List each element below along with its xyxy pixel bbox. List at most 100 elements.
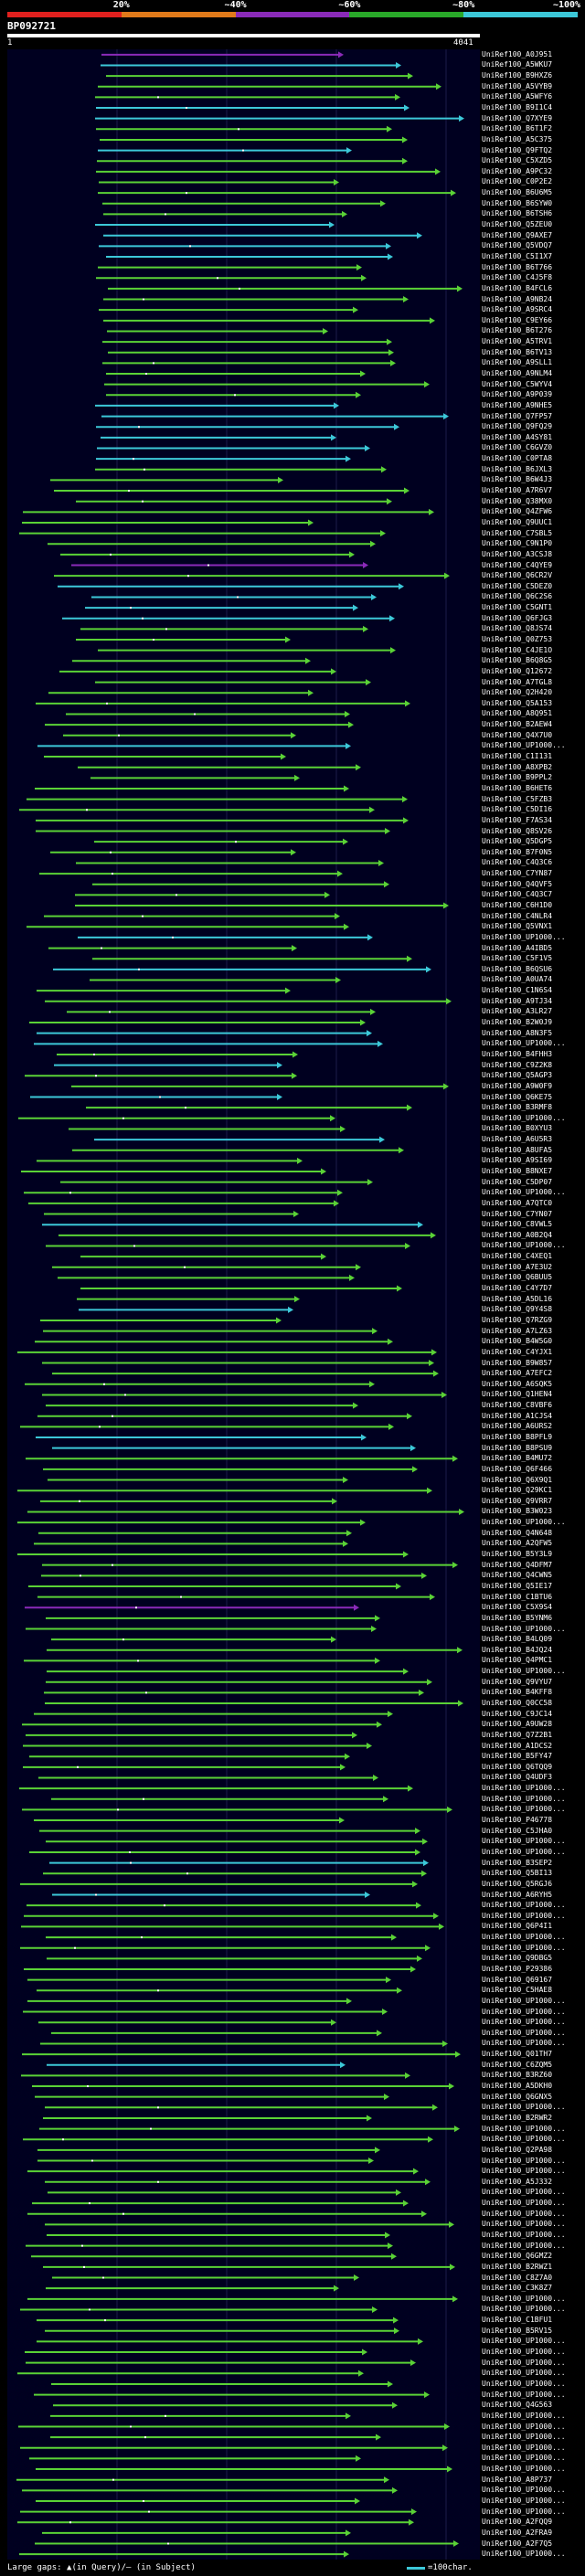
hit-label[interactable]: UniRef100_B6W4J3 [482, 475, 553, 484]
hit-label[interactable]: UniRef100_UP1000... [482, 2018, 566, 2027]
hit-label[interactable]: UniRef100_C9JC14 [482, 1709, 553, 1718]
hit-label[interactable]: UniRef100_UP1000... [482, 1794, 566, 1803]
hit-label[interactable]: UniRef100_C3K8Z7 [482, 2284, 553, 2293]
hit-label[interactable]: UniRef100_A1CJS4 [482, 1411, 553, 1420]
hit-label[interactable]: UniRef100_P46778 [482, 1816, 553, 1825]
hit-label[interactable]: UniRef100_A0B2Q4 [482, 1230, 553, 1239]
hit-label[interactable]: UniRef100_B6QSU6 [482, 964, 553, 973]
hit-label[interactable]: UniRef100_C4Q3C7 [482, 890, 553, 899]
hit-label[interactable]: UniRef100_C6H1D0 [482, 901, 553, 909]
hit-label[interactable]: UniRef100_Q5BI13 [482, 1869, 553, 1878]
hit-label[interactable]: UniRef100_C5DEZ0 [482, 581, 553, 590]
hit-label[interactable]: UniRef100_Q7RZG9 [482, 1315, 553, 1324]
hit-label[interactable]: UniRef100_UP1000... [482, 2465, 566, 2474]
hit-label[interactable]: UniRef100_A5DL16 [482, 1294, 553, 1303]
hit-label[interactable]: UniRef100_A8UFA5 [482, 1145, 553, 1154]
hit-label[interactable]: UniRef100_Q6CR2V [482, 571, 553, 580]
hit-label[interactable]: UniRef100_A9UW28 [482, 1720, 553, 1729]
hit-label[interactable]: UniRef100_Q4DFM7 [482, 1560, 553, 1569]
hit-label[interactable]: UniRef100_UP1000... [482, 2305, 566, 2314]
hit-label[interactable]: UniRef100_B3RZ60 [482, 2071, 553, 2080]
hit-label[interactable]: UniRef100_Q8JS74 [482, 624, 553, 633]
hit-label[interactable]: UniRef100_UP1000... [482, 1847, 566, 1856]
hit-label[interactable]: UniRef100_A5WKU7 [482, 60, 553, 69]
hit-label[interactable]: UniRef100_UP1000... [482, 2220, 566, 2229]
hit-label[interactable]: UniRef100_UP1000... [482, 1805, 566, 1814]
hit-label[interactable]: UniRef100_A1DCS2 [482, 1741, 553, 1750]
hit-label[interactable]: UniRef100_B4W5G0 [482, 1337, 553, 1346]
hit-label[interactable]: UniRef100_Q9VYU7 [482, 1677, 553, 1686]
hit-label[interactable]: UniRef100_A7LZ63 [482, 1326, 553, 1335]
hit-label[interactable]: UniRef100_Q38MX0 [482, 496, 553, 505]
hit-label[interactable]: UniRef100_C4JE1O [482, 645, 553, 654]
hit-label[interactable]: UniRef100_Q2H420 [482, 688, 553, 697]
hit-label[interactable]: UniRef100_B2RWZ1 [482, 2262, 553, 2271]
hit-label[interactable]: UniRef100_C4Y7D7 [482, 1284, 553, 1293]
hit-label[interactable]: UniRef100_Q69167 [482, 1975, 553, 1984]
hit-label[interactable]: UniRef100_A5TRV1 [482, 337, 553, 346]
hit-label[interactable]: UniRef100_Q9DBG5 [482, 1954, 553, 1963]
hit-label[interactable]: UniRef100_B8NXE7 [482, 1167, 553, 1175]
hit-label[interactable]: UniRef100_C5I1X7 [482, 251, 553, 260]
hit-label[interactable]: UniRef100_A9SLL1 [482, 358, 553, 367]
hit-label[interactable]: UniRef100_B3W023 [482, 1507, 553, 1516]
hit-label[interactable]: UniRef100_Q5A153 [482, 698, 553, 707]
hit-label[interactable]: UniRef100_B4JQ24 [482, 1645, 553, 1654]
hit-label[interactable]: UniRef100_B6T276 [482, 326, 553, 335]
hit-label[interactable]: UniRef100_UP1000... [482, 2294, 566, 2303]
hit-label[interactable]: UniRef100_UP1000... [482, 2007, 566, 2016]
hit-label[interactable]: UniRef100_UP1000... [482, 2337, 566, 2346]
hit-label[interactable]: UniRef100_A0UA74 [482, 975, 553, 984]
hit-label[interactable]: UniRef100_A6RYH5 [482, 1890, 553, 1899]
hit-label[interactable]: UniRef100_UP1000... [482, 2028, 566, 2037]
hit-label[interactable]: UniRef100_A4SY81 [482, 432, 553, 441]
hit-label[interactable]: UniRef100_UP1000... [482, 1901, 566, 1910]
hit-label[interactable]: UniRef100_B5YNM6 [482, 1613, 553, 1622]
hit-label[interactable]: UniRef100_B7F0N5 [482, 847, 553, 856]
hit-label[interactable]: UniRef100_A8P737 [482, 2475, 553, 2484]
hit-label[interactable]: UniRef100_A3LR27 [482, 1007, 553, 1016]
hit-label[interactable]: UniRef100_C0PTA8 [482, 454, 553, 463]
hit-label[interactable]: UniRef100_A2QFW5 [482, 1539, 553, 1548]
hit-label[interactable]: UniRef100_UP1000... [482, 1241, 566, 1250]
hit-label[interactable]: UniRef100_Q4X7U0 [482, 730, 553, 739]
hit-label[interactable]: UniRef100_UP1000... [482, 1667, 566, 1676]
hit-label[interactable]: UniRef100_Q9Y4S8 [482, 1305, 553, 1314]
hit-label[interactable]: UniRef100_A3CSJ8 [482, 549, 553, 558]
hit-label[interactable]: UniRef100_Q0Z753 [482, 635, 553, 643]
hit-label[interactable]: UniRef100_Q5AGP3 [482, 1071, 553, 1080]
hit-label[interactable]: UniRef100_UP1000... [482, 2486, 566, 2495]
hit-label[interactable]: UniRef100_A2F7Q5 [482, 2539, 553, 2548]
hit-label[interactable]: UniRef100_A9NHE5 [482, 400, 553, 409]
hit-label[interactable]: UniRef100_Q5RGJ6 [482, 1879, 553, 1888]
hit-label[interactable]: UniRef100_Q7FP57 [482, 411, 553, 420]
hit-label[interactable]: UniRef100_Q12672 [482, 666, 553, 675]
hit-label[interactable]: UniRef100_A9SI69 [482, 1156, 553, 1165]
hit-label[interactable]: UniRef100_Q6TQQ9 [482, 1762, 553, 1771]
hit-label[interactable]: UniRef100_Q6X9Q1 [482, 1475, 553, 1484]
hit-label[interactable]: UniRef100_UP1000... [482, 2411, 566, 2420]
hit-label[interactable]: UniRef100_Q5VNX1 [482, 922, 553, 931]
hit-label[interactable]: UniRef100_C1BTU6 [482, 1592, 553, 1601]
hit-label[interactable]: UniRef100_UP1000... [482, 1624, 566, 1633]
hit-label[interactable]: UniRef100_C1BFU1 [482, 2316, 553, 2325]
hit-label[interactable]: UniRef100_Q4ZFW6 [482, 507, 553, 516]
hit-label[interactable]: UniRef100_Q6GNX5 [482, 2092, 553, 2101]
hit-label[interactable]: UniRef100_A9PC32 [482, 166, 553, 175]
hit-label[interactable]: UniRef100_A6U5R3 [482, 1135, 553, 1144]
hit-label[interactable]: UniRef100_F7AS34 [482, 815, 553, 824]
hit-label[interactable]: UniRef100_Q1HEN4 [482, 1390, 553, 1399]
hit-label[interactable]: UniRef100_C4NLR4 [482, 911, 553, 920]
hit-label[interactable]: UniRef100_Q4UDF3 [482, 1773, 553, 1782]
hit-label[interactable]: UniRef100_B2RWR2 [482, 2113, 553, 2122]
hit-label[interactable]: UniRef100_Q0CC58 [482, 1698, 553, 1707]
hit-label[interactable]: UniRef100_UP1000... [482, 1518, 566, 1527]
hit-label[interactable]: UniRef100_UP1000... [482, 932, 566, 941]
hit-label[interactable]: UniRef100_UP1000... [482, 2039, 566, 2048]
hit-label[interactable]: UniRef100_Q5IE17 [482, 1581, 553, 1590]
hit-label[interactable]: UniRef100_B3RMF8 [482, 1103, 553, 1112]
hit-label[interactable]: UniRef100_UP1000... [482, 2103, 566, 2112]
hit-label[interactable]: UniRef100_Q5ZEU0 [482, 220, 553, 229]
hit-label[interactable]: UniRef100_UP1000... [482, 2188, 566, 2197]
hit-label[interactable]: UniRef100_C5X9S4 [482, 1603, 553, 1612]
